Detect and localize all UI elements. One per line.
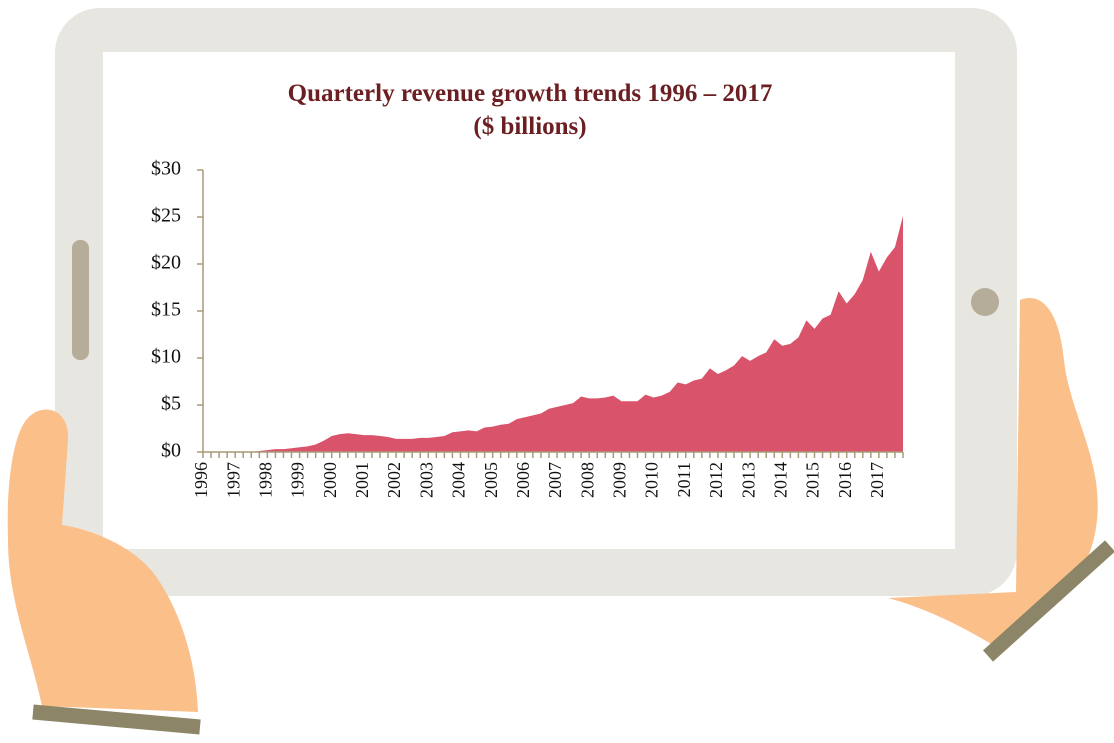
x-tick-label: 1997 <box>223 462 243 498</box>
x-tick-label: 2005 <box>481 462 501 498</box>
tablet-home-button <box>971 288 999 316</box>
x-tick-label: 2007 <box>545 462 565 498</box>
left-sleeve <box>32 704 201 735</box>
x-tick-label: 2017 <box>867 462 887 498</box>
y-tick-label: $20 <box>151 252 181 274</box>
x-tick-label: 2016 <box>835 462 855 498</box>
x-tick-label: 2004 <box>449 462 469 498</box>
tablet-screen <box>103 52 955 549</box>
x-tick-label: 2000 <box>320 462 340 498</box>
left-hand <box>7 409 198 712</box>
y-tick-label: $25 <box>151 205 181 227</box>
x-tick-label: 2009 <box>610 462 630 498</box>
right-hand <box>888 297 1098 648</box>
chart-title: Quarterly revenue growth trends 1996 – 2… <box>288 80 773 107</box>
x-tick-label: 1999 <box>288 462 308 498</box>
y-tick-label: $5 <box>161 393 181 415</box>
chart-title: ($ billions) <box>473 113 586 140</box>
y-tick-label: $10 <box>151 346 181 368</box>
y-tick-label: $0 <box>161 440 181 462</box>
x-tick-label: 2006 <box>513 462 533 498</box>
x-tick-label: 2015 <box>803 462 823 498</box>
x-tick-label: 2013 <box>738 462 758 498</box>
area <box>203 216 903 452</box>
x-tick-label: 2001 <box>352 462 372 498</box>
x-tick-label: 2003 <box>416 462 436 498</box>
x-tick-label: 2012 <box>706 462 726 498</box>
tablet-side-button <box>72 240 89 360</box>
x-tick-label: 1996 <box>191 462 211 498</box>
x-tick-label: 1998 <box>255 462 275 498</box>
x-tick-label: 2010 <box>642 462 662 498</box>
y-tick-label: $15 <box>151 299 181 321</box>
x-tick-label: 2002 <box>384 462 404 498</box>
x-tick-label: 2011 <box>674 462 694 497</box>
y-tick-label: $30 <box>151 158 181 180</box>
x-tick-label: 2014 <box>770 462 790 498</box>
chart: Quarterly revenue growth trends 1996 – 2… <box>151 80 904 498</box>
x-tick-label: 2008 <box>577 462 597 498</box>
right-sleeve <box>982 540 1114 662</box>
